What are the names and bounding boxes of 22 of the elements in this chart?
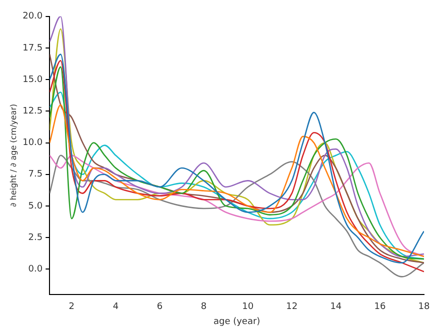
y-tick-label: 17.5	[22, 43, 43, 54]
line-series	[50, 154, 424, 278]
x-tick-label: 6	[156, 302, 163, 312]
x-tick-label: 2	[68, 302, 75, 312]
x-tick-label: 8	[200, 302, 207, 312]
y-tick-label: 7.5	[28, 170, 43, 180]
x-axis-title: age (year)	[213, 316, 260, 327]
y-tick-label: 12.5	[22, 106, 43, 117]
x-tick-label: 18	[418, 302, 430, 312]
y-tick-label: 2.5	[28, 232, 43, 243]
x-tick-label: 12	[286, 302, 298, 312]
x-tick-label: 14	[330, 302, 342, 312]
line-series	[50, 154, 424, 258]
y-tick-label: 0.0	[28, 264, 43, 274]
y-tick-label: 15.0	[22, 74, 43, 85]
y-axis-title: ∂ height / ∂ age (cm/year)	[8, 104, 18, 207]
y-tick-label: 10.0	[22, 138, 43, 148]
x-tick-label: 10	[242, 302, 254, 312]
y-tick-label: 5.0	[28, 201, 43, 212]
x-tick-label: 16	[374, 302, 386, 312]
y-tick-label: 20.0	[22, 12, 43, 22]
x-tick-label: 4	[112, 302, 119, 312]
